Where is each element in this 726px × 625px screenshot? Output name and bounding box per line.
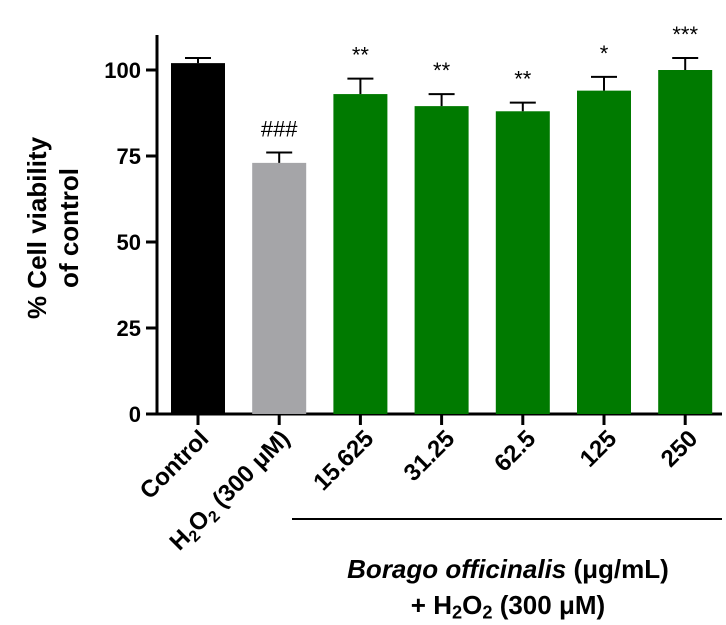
bar (171, 63, 225, 415)
bar (252, 162, 307, 414)
x-label-250: 250 (656, 425, 703, 472)
y-tick-label: 100 (104, 58, 141, 83)
significance-mark: ** (514, 67, 532, 92)
bars (171, 63, 713, 415)
group-label-unit: (μg/mL) (566, 554, 669, 584)
y-axis-title-line2: of control (54, 168, 84, 288)
y-axis-title: % Cell viability of control (22, 136, 84, 319)
y-tick-label: 75 (117, 144, 141, 169)
x-ticks (196, 414, 687, 425)
x-label-625: 62.5 (489, 425, 541, 477)
y-tick-label: 50 (117, 230, 141, 255)
x-label-15625: 15.625 (308, 425, 379, 496)
bar (495, 111, 550, 414)
y-ticks: 0 25 50 75 100 (104, 58, 157, 427)
significance-mark: ** (433, 58, 451, 83)
y-tick-label: 25 (117, 316, 141, 341)
x-label-control: Control (135, 425, 214, 504)
significance-mark: ### (261, 117, 298, 142)
bar (414, 106, 469, 415)
significance-marks: ###**** ****** (261, 22, 699, 142)
x-label-h2o2-rest: (300 μM) (203, 425, 296, 518)
bar (658, 70, 713, 414)
significance-mark: *** (672, 22, 698, 47)
group-label-line2: + H2O2 (300 μM) (410, 590, 606, 623)
x-category-labels: Control H2O2 (300 μM) 15.625 31.25 62.5 … (135, 425, 703, 556)
error-bars (185, 56, 699, 163)
y-axis-title-line1: % Cell viability (22, 136, 52, 319)
group-label-species: Borago officinalis (347, 554, 567, 584)
bar (577, 90, 631, 414)
bar (333, 94, 388, 414)
significance-mark: * (600, 41, 609, 66)
group-label-line1: Borago officinalis (μg/mL) (290, 554, 726, 585)
significance-mark: ** (352, 43, 370, 68)
x-label-125: 125 (575, 425, 622, 472)
x-label-3125: 31.25 (399, 425, 461, 487)
y-tick-label: 0 (129, 402, 141, 427)
